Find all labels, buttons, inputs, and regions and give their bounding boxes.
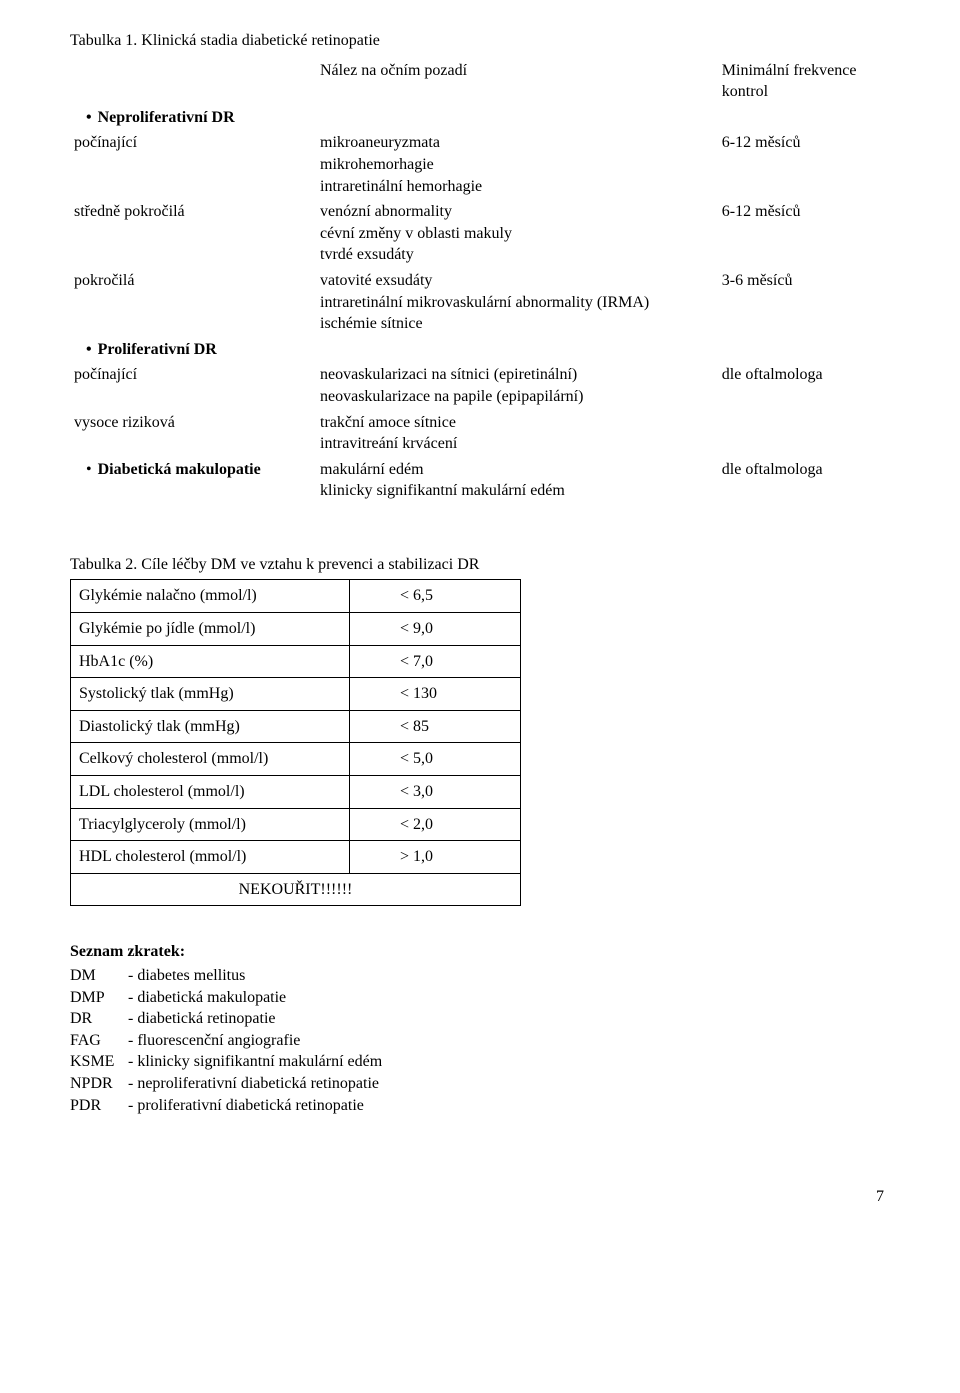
- table1: Nález na očním pozadí Minimální frekvenc…: [70, 58, 890, 504]
- table1-header-freq: Minimální frekvence kontrol: [718, 58, 890, 105]
- table2-title: Tabulka 2. Cíle léčby DM ve vztahu k pre…: [70, 554, 890, 576]
- table-row: Systolický tlak (mmHg)< 130: [71, 678, 521, 711]
- table1-row-freq: dle oftalmologa: [718, 362, 890, 409]
- table-row: HbA1c (%)< 7,0: [71, 645, 521, 678]
- table1-row-finding: venózní abnormality cévní změny v oblast…: [316, 199, 718, 268]
- abbr-item: PDR- proliferativní diabetická retinopat…: [70, 1095, 890, 1117]
- table2: Glykémie nalačno (mmol/l)< 6,5 Glykémie …: [70, 579, 521, 906]
- table1-row-freq: 3-6 měsíců: [718, 268, 890, 337]
- table-row: Celkový cholesterol (mmol/l)< 5,0: [71, 743, 521, 776]
- table-row: Diastolický tlak (mmHg)< 85: [71, 710, 521, 743]
- table1-row-freq: 6-12 měsíců: [718, 130, 890, 199]
- table-row: Glykémie nalačno (mmol/l)< 6,5: [71, 580, 521, 613]
- abbr-list: DM- diabetes mellitus DMP- diabetická ma…: [70, 965, 890, 1116]
- table1-makulopatie-heading: •Diabetická makulopatie: [70, 457, 316, 504]
- table1-neprolif-heading: •Neproliferativní DR: [70, 105, 890, 131]
- table1-row-finding: neovaskularizaci na sítnici (epiretináln…: [316, 362, 718, 409]
- table1-row-freq: 6-12 měsíců: [718, 199, 890, 268]
- table1-row-freq: dle oftalmologa: [718, 457, 890, 504]
- table-row: Triacylglyceroly (mmol/l)< 2,0: [71, 808, 521, 841]
- table1-row-finding: vatovité exsudáty intraretinální mikrova…: [316, 268, 718, 337]
- table1-header-finding: Nález na očním pozadí: [316, 58, 718, 105]
- abbr-item: FAG- fluorescenční angiografie: [70, 1030, 890, 1052]
- table1-row-label: počínající: [70, 130, 316, 199]
- table1-row-finding: trakční amoce sítnice intravitreání krvá…: [316, 410, 718, 457]
- table-row: NEKOUŘIT!!!!!!: [71, 873, 521, 906]
- table1-prolif-heading: •Proliferativní DR: [70, 337, 890, 363]
- abbr-item: DMP- diabetická makulopatie: [70, 987, 890, 1009]
- abbr-item: DR- diabetická retinopatie: [70, 1008, 890, 1030]
- table1-row-freq: [718, 410, 890, 457]
- abbr-item: KSME- klinicky signifikantní makulární e…: [70, 1051, 890, 1073]
- table-row: Glykémie po jídle (mmol/l)< 9,0: [71, 613, 521, 646]
- table-row: HDL cholesterol (mmol/l)> 1,0: [71, 841, 521, 874]
- table1-row-finding: mikroaneuryzmata mikrohemorhagie intrare…: [316, 130, 718, 199]
- abbr-item: DM- diabetes mellitus: [70, 965, 890, 987]
- table1-row-label: pokročilá: [70, 268, 316, 337]
- page-number: 7: [70, 1186, 890, 1208]
- abbr-heading: Seznam zkratek:: [70, 941, 890, 963]
- table-row: LDL cholesterol (mmol/l)< 3,0: [71, 776, 521, 809]
- table2-footer: NEKOUŘIT!!!!!!: [71, 873, 521, 906]
- table1-title: Tabulka 1. Klinická stadia diabetické re…: [70, 30, 890, 52]
- table1-row-label: vysoce riziková: [70, 410, 316, 457]
- table1-row-label: středně pokročilá: [70, 199, 316, 268]
- table1-row-label: počínající: [70, 362, 316, 409]
- table1-row-finding: makulární edém klinicky signifikantní ma…: [316, 457, 718, 504]
- abbr-item: NPDR- neproliferativní diabetická retino…: [70, 1073, 890, 1095]
